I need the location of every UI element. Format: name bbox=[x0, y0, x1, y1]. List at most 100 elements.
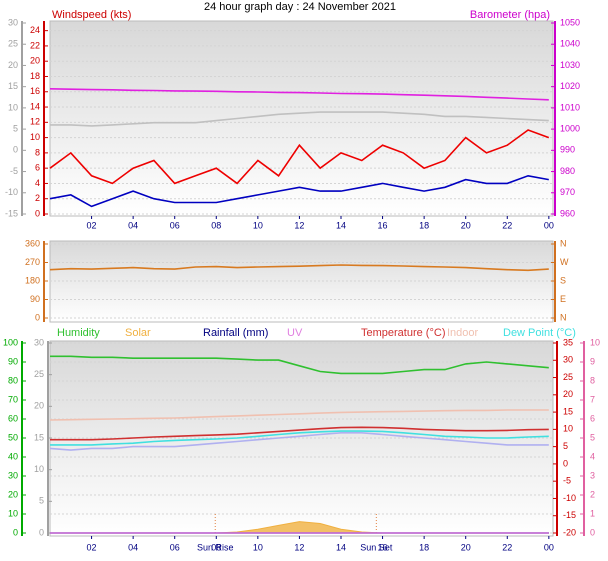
y-tick-label: 10 bbox=[30, 132, 40, 142]
y4-tick-label: 2 bbox=[590, 489, 595, 499]
x-tick-label: 12 bbox=[294, 220, 304, 230]
x-tick-label: 22 bbox=[502, 220, 512, 230]
y2-tick-label: W bbox=[560, 257, 569, 267]
series-line bbox=[49, 129, 550, 185]
y3-tick-label: -15 bbox=[5, 208, 18, 218]
plot-area bbox=[49, 20, 554, 217]
y-tick-label: 360 bbox=[25, 238, 40, 248]
y2-tick-label: 1030 bbox=[560, 60, 580, 70]
x-tick-label: 06 bbox=[170, 220, 180, 230]
series-line bbox=[50, 426, 549, 441]
legend-entry: Humidity bbox=[57, 327, 100, 339]
y4-tick-label: 8 bbox=[590, 375, 595, 385]
y2-tick-label: -15 bbox=[563, 510, 576, 520]
annotation-label: Sun Rise bbox=[197, 542, 234, 552]
series-line bbox=[49, 432, 549, 451]
y2-tick-label: 20 bbox=[563, 389, 573, 399]
y3-tick-label: 0 bbox=[39, 527, 44, 537]
y-tick-label: 22 bbox=[30, 40, 40, 50]
y-tick-label: 12 bbox=[30, 117, 40, 127]
series-line bbox=[49, 409, 549, 421]
y2-tick-label: 1050 bbox=[560, 17, 580, 27]
x-tick-label: 18 bbox=[419, 542, 429, 552]
y4-tick-label: 4 bbox=[590, 451, 595, 461]
y4-tick-label: 9 bbox=[590, 356, 595, 366]
x-tick-label: 14 bbox=[336, 542, 346, 552]
y3-tick-label: -5 bbox=[10, 166, 18, 176]
x-tick-label: 00 bbox=[544, 220, 554, 230]
x-tick-label: 02 bbox=[87, 542, 97, 552]
y3-tick-label: 15 bbox=[8, 81, 18, 91]
y-tick-label: 16 bbox=[30, 86, 40, 96]
y-tick-label: 18 bbox=[30, 71, 40, 81]
y-tick-label: 10 bbox=[8, 508, 18, 518]
x-tick-label: 22 bbox=[502, 542, 512, 552]
y4-tick-label: 7 bbox=[590, 394, 595, 404]
y3-tick-label: 20 bbox=[8, 60, 18, 70]
y2-tick-label: N bbox=[560, 312, 567, 322]
y-tick-label: 50 bbox=[8, 432, 18, 442]
y4-tick-label: 10 bbox=[590, 337, 600, 347]
series-line bbox=[49, 174, 549, 208]
y2-tick-label: 960 bbox=[560, 208, 575, 218]
legend-entry: UV bbox=[287, 327, 303, 339]
legend-entry: Dew Point (°C) bbox=[503, 327, 576, 339]
y2-tick-label: E bbox=[560, 294, 566, 304]
y3-tick-label: 20 bbox=[34, 401, 44, 411]
x-tick-label: 18 bbox=[419, 220, 429, 230]
x-tick-label: 20 bbox=[461, 220, 471, 230]
y-tick-label: 80 bbox=[8, 375, 18, 385]
y3-tick-label: 10 bbox=[34, 464, 44, 474]
y3-tick-label: 25 bbox=[8, 39, 18, 49]
y4-tick-label: 6 bbox=[590, 413, 595, 423]
x-tick-label: 16 bbox=[378, 220, 388, 230]
y2-tick-label: 15 bbox=[563, 406, 573, 416]
x-tick-label: 02 bbox=[87, 220, 97, 230]
y2-tick-label: 1040 bbox=[560, 39, 580, 49]
y4-tick-label: 5 bbox=[590, 432, 595, 442]
x-tick-label: 08 bbox=[211, 542, 221, 552]
x-tick-label: 06 bbox=[170, 542, 180, 552]
x-tick-label: 04 bbox=[128, 220, 138, 230]
y-tick-label: 4 bbox=[35, 178, 40, 188]
legend-entry: Rainfall (mm) bbox=[203, 327, 268, 339]
y2-tick-label: S bbox=[560, 275, 566, 285]
y-tick-label: 90 bbox=[8, 356, 18, 366]
y-tick-label: 20 bbox=[30, 56, 40, 66]
y2-tick-label: 970 bbox=[560, 187, 575, 197]
y2-tick-label: 1000 bbox=[560, 123, 580, 133]
y2-tick-label: 1010 bbox=[560, 102, 580, 112]
y-axis-label: Windspeed (kts) bbox=[52, 9, 131, 21]
y-tick-label: 8 bbox=[35, 147, 40, 157]
x-tick-label: 08 bbox=[211, 220, 221, 230]
y3-tick-label: 0 bbox=[13, 145, 18, 155]
series-line bbox=[50, 430, 549, 446]
y2-tick-label: 0 bbox=[563, 458, 568, 468]
y2-tick-label: 10 bbox=[563, 424, 573, 434]
x-tick-label: 16 bbox=[378, 542, 388, 552]
y2-axis-label: Barometer (hpa) bbox=[470, 9, 550, 21]
series-line bbox=[50, 355, 549, 375]
x-tick-label: 10 bbox=[253, 220, 263, 230]
y-tick-label: 24 bbox=[30, 25, 40, 35]
y2-tick-label: N bbox=[560, 238, 567, 248]
y3-tick-label: 30 bbox=[8, 17, 18, 27]
y-tick-label: 90 bbox=[30, 294, 40, 304]
y-tick-label: 40 bbox=[8, 451, 18, 461]
y-tick-label: 20 bbox=[8, 489, 18, 499]
y4-tick-label: 3 bbox=[590, 470, 595, 480]
y-tick-label: 270 bbox=[25, 257, 40, 267]
y2-tick-label: -5 bbox=[563, 476, 571, 486]
y4-tick-label: 0 bbox=[590, 527, 595, 537]
y-tick-label: 14 bbox=[30, 101, 40, 111]
y4-tick-label: 1 bbox=[590, 508, 595, 518]
series-line bbox=[49, 88, 549, 101]
x-tick-label: 20 bbox=[461, 542, 471, 552]
x-tick-label: 12 bbox=[294, 542, 304, 552]
x-tick-label: 14 bbox=[336, 220, 346, 230]
x-tick-label: 10 bbox=[253, 542, 263, 552]
y2-tick-label: -10 bbox=[563, 493, 576, 503]
y-tick-label: 6 bbox=[35, 163, 40, 173]
